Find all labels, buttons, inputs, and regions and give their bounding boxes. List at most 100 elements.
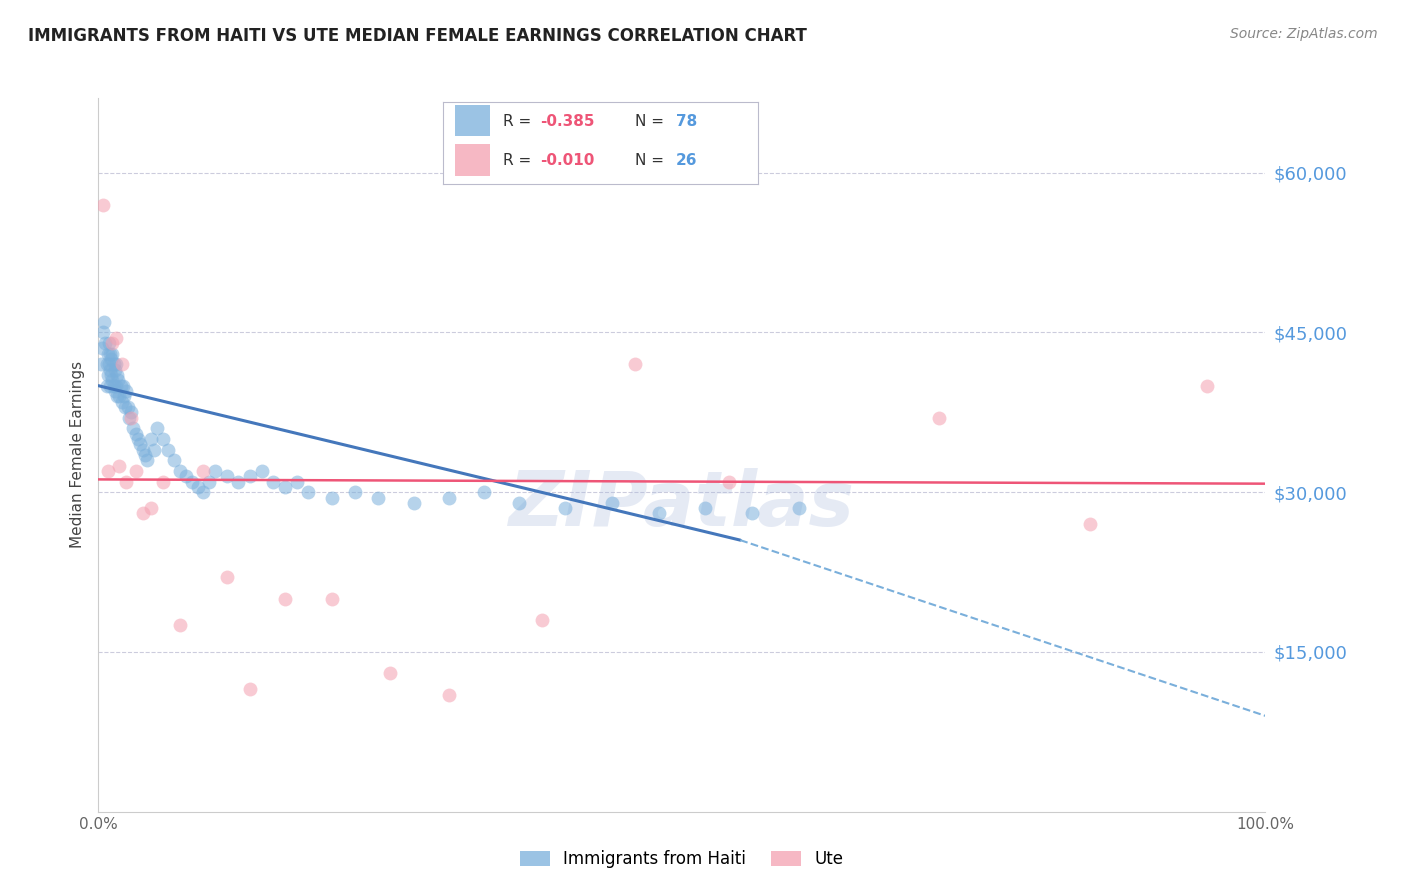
Point <box>104 358 127 372</box>
Point <box>120 410 142 425</box>
Point <box>93 315 115 329</box>
Point <box>204 464 226 478</box>
Point <box>115 384 138 398</box>
Point <box>96 378 118 392</box>
Point <box>530 613 553 627</box>
Legend: Immigrants from Haiti, Ute: Immigrants from Haiti, Ute <box>513 844 851 875</box>
Point <box>100 368 122 382</box>
Point <box>118 410 141 425</box>
Point <box>285 475 308 489</box>
Point <box>143 442 166 457</box>
Point <box>105 389 128 403</box>
Point <box>624 358 647 372</box>
Point <box>111 378 134 392</box>
Point <box>228 475 250 489</box>
Point <box>105 368 128 382</box>
Point <box>717 475 740 489</box>
Point <box>274 480 297 494</box>
Point <box>139 501 162 516</box>
Point <box>472 485 495 500</box>
Point <box>97 358 120 372</box>
Point <box>402 496 425 510</box>
Point <box>101 373 124 387</box>
Point <box>647 507 669 521</box>
Point <box>136 453 159 467</box>
Point <box>437 688 460 702</box>
Point <box>508 496 530 510</box>
Point <box>98 362 121 376</box>
Point <box>180 475 202 489</box>
Text: IMMIGRANTS FROM HAITI VS UTE MEDIAN FEMALE EARNINGS CORRELATION CHART: IMMIGRANTS FROM HAITI VS UTE MEDIAN FEMA… <box>28 27 807 45</box>
Point <box>600 496 623 510</box>
Point <box>104 362 127 376</box>
Point <box>193 485 215 500</box>
Point <box>103 378 125 392</box>
Point <box>107 373 129 387</box>
Point <box>125 464 148 478</box>
Point <box>215 469 238 483</box>
Point <box>250 464 273 478</box>
Point <box>108 389 131 403</box>
Point <box>114 400 136 414</box>
Point <box>787 501 810 516</box>
Point <box>367 491 389 505</box>
Point <box>215 570 238 584</box>
Point <box>157 442 180 457</box>
Point <box>125 426 148 441</box>
Point <box>134 448 156 462</box>
Point <box>146 421 169 435</box>
Point <box>91 326 114 340</box>
Point <box>110 378 132 392</box>
Point <box>90 342 112 356</box>
Point <box>108 458 131 473</box>
Point <box>111 358 134 372</box>
Text: Source: ZipAtlas.com: Source: ZipAtlas.com <box>1230 27 1378 41</box>
Point <box>127 432 149 446</box>
Point <box>152 475 174 489</box>
Point <box>115 475 138 489</box>
Point <box>101 336 124 351</box>
Point <box>187 480 209 494</box>
Point <box>169 618 191 632</box>
Point <box>129 437 152 451</box>
Y-axis label: Median Female Earnings: Median Female Earnings <box>69 361 84 549</box>
Point <box>97 368 120 382</box>
Point <box>117 400 139 414</box>
Point <box>163 453 186 467</box>
Point <box>94 336 117 351</box>
Point <box>152 432 174 446</box>
Point <box>91 197 114 211</box>
Point <box>96 358 118 372</box>
Point <box>169 464 191 478</box>
Point <box>344 485 367 500</box>
Point <box>174 469 197 483</box>
Point <box>111 394 134 409</box>
Point <box>297 485 319 500</box>
Point <box>262 475 284 489</box>
Point <box>378 666 402 681</box>
Point <box>274 591 297 606</box>
Point <box>193 464 215 478</box>
Point <box>101 347 124 361</box>
Point <box>97 336 120 351</box>
Point <box>98 378 121 392</box>
Point <box>437 491 460 505</box>
Point <box>321 591 343 606</box>
Point <box>741 507 763 521</box>
Point <box>132 442 155 457</box>
Point <box>98 347 121 361</box>
Point <box>97 464 120 478</box>
Point <box>321 491 343 505</box>
Point <box>1195 378 1218 392</box>
Point <box>104 384 127 398</box>
Point <box>103 358 125 372</box>
Text: ZIPatlas: ZIPatlas <box>509 468 855 541</box>
Point <box>120 405 142 419</box>
Point <box>90 358 112 372</box>
Point <box>198 475 221 489</box>
Point <box>112 389 135 403</box>
Point <box>104 378 127 392</box>
Point <box>928 410 950 425</box>
Point <box>239 682 262 697</box>
Point <box>139 432 162 446</box>
